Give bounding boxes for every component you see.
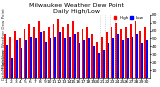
Bar <box>62 27 64 78</box>
Bar <box>33 27 35 78</box>
Bar <box>79 43 80 78</box>
Bar <box>4 35 6 78</box>
Bar <box>48 27 50 78</box>
Bar <box>6 45 8 78</box>
Bar <box>103 50 104 78</box>
Bar <box>88 38 90 78</box>
Bar <box>117 35 119 78</box>
Bar <box>43 31 45 78</box>
Bar <box>86 27 88 78</box>
Bar <box>69 37 71 78</box>
Bar <box>130 24 132 78</box>
Bar <box>146 40 148 78</box>
Bar <box>91 35 93 78</box>
Bar <box>59 32 61 78</box>
Bar <box>19 38 21 78</box>
Bar <box>57 19 59 78</box>
Bar <box>9 37 11 78</box>
Bar <box>98 53 100 78</box>
Bar <box>144 27 146 78</box>
Text: Milwaukee Weather Dew Point: Milwaukee Weather Dew Point <box>2 8 6 70</box>
Bar <box>96 42 98 78</box>
Bar <box>72 21 74 78</box>
Bar <box>30 37 32 78</box>
Bar <box>122 40 124 78</box>
Bar <box>64 38 66 78</box>
Bar <box>77 32 79 78</box>
Bar <box>14 31 16 78</box>
Text: Daily High/Low: Daily High/Low <box>2 50 6 80</box>
Bar <box>93 46 95 78</box>
Bar <box>24 29 25 78</box>
Legend: High, Low: High, Low <box>113 15 144 20</box>
Bar <box>40 32 42 78</box>
Bar <box>54 37 56 78</box>
Bar <box>106 32 108 78</box>
Bar <box>28 24 30 78</box>
Bar <box>50 38 51 78</box>
Bar <box>38 21 40 78</box>
Bar <box>11 58 13 78</box>
Bar <box>127 38 129 78</box>
Bar <box>112 38 114 78</box>
Bar <box>108 43 109 78</box>
Bar <box>136 34 138 78</box>
Bar <box>132 37 133 78</box>
Bar <box>53 24 54 78</box>
Bar <box>21 48 22 78</box>
Bar <box>111 27 112 78</box>
Bar <box>35 38 37 78</box>
Bar <box>82 29 83 78</box>
Bar <box>120 29 122 78</box>
Title: Milwaukee Weather Dew Point
Daily High/Low: Milwaukee Weather Dew Point Daily High/L… <box>29 3 124 14</box>
Bar <box>25 40 27 78</box>
Bar <box>141 43 143 78</box>
Bar <box>83 40 85 78</box>
Bar <box>115 23 117 78</box>
Bar <box>16 40 18 78</box>
Bar <box>45 42 47 78</box>
Bar <box>74 35 76 78</box>
Bar <box>125 27 127 78</box>
Bar <box>67 24 69 78</box>
Bar <box>140 31 141 78</box>
Bar <box>135 21 136 78</box>
Bar <box>101 37 103 78</box>
